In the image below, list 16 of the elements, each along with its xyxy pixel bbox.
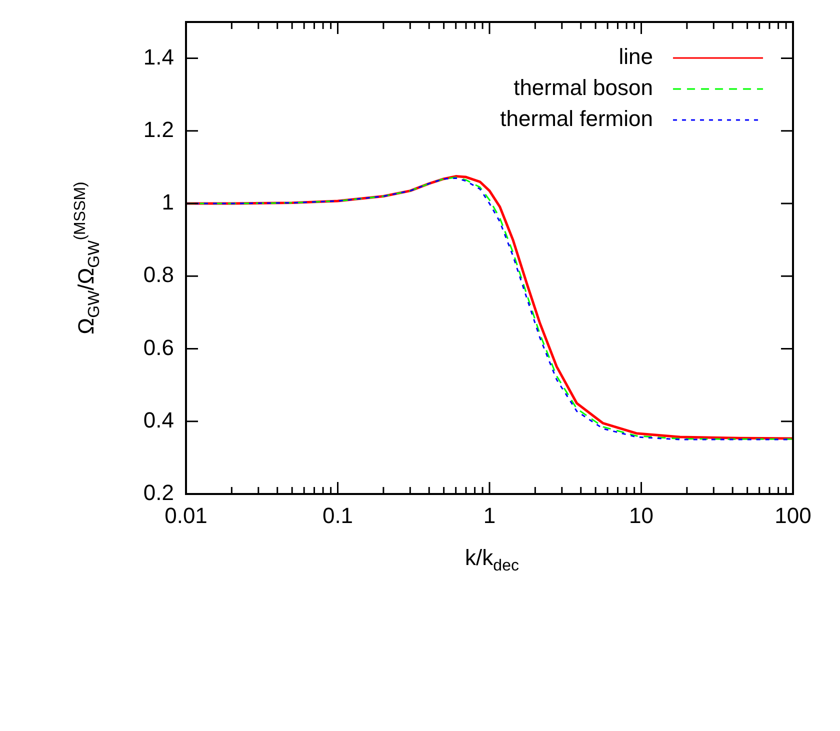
x-tick-label: 100 <box>774 503 812 528</box>
y-tick-label: 1.2 <box>143 116 174 142</box>
x-tick-label: 0.1 <box>322 503 354 528</box>
y-tick-label: 0.8 <box>143 262 174 288</box>
x-tick-label: 0.01 <box>164 503 208 528</box>
y-tick-label: 0.6 <box>143 334 174 360</box>
y-tick-label: 0.4 <box>143 407 174 432</box>
y-tick-label: 1 <box>162 190 174 215</box>
x-tick-label: 1 <box>483 503 496 528</box>
x-tick-label: 10 <box>629 503 654 528</box>
y-tick-label: 0.2 <box>143 480 174 506</box>
y-tick-label: 1.4 <box>143 44 174 70</box>
legend-label: thermal boson <box>514 75 653 100</box>
legend-label: thermal fermion <box>500 106 653 132</box>
legend-label: line <box>618 44 653 70</box>
x-axis-title: k/k$_{dec}$ <box>465 545 519 576</box>
